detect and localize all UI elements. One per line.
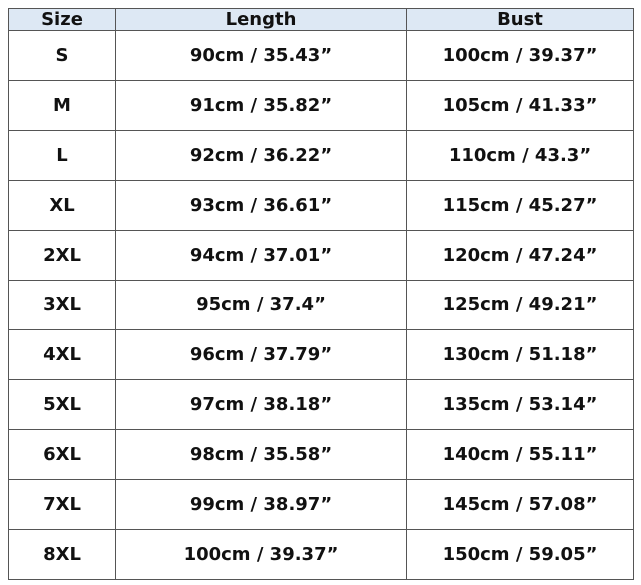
table-cell: 100cm / 39.37”	[406, 30, 634, 81]
header-row: Size Length Bust	[8, 8, 634, 31]
size-table: Size Length Bust S 90cm / 35.43” 100cm / 39.…	[8, 8, 634, 580]
table-cell: 6XL	[8, 429, 116, 481]
table-cell: 93cm / 36.61”	[115, 179, 407, 231]
table-row: S 90cm / 35.43” 100cm / 39.37”	[8, 30, 634, 81]
header-cell: Bust	[406, 8, 634, 31]
table-cell: 4XL	[8, 329, 116, 381]
table-cell: XL	[8, 179, 116, 231]
table-cell: 91cm / 35.82”	[115, 79, 407, 131]
table-row: 4XL 96cm / 37.79” 130cm / 51.18”	[8, 329, 634, 381]
table-row: 3XL 95cm / 37.4” 125cm / 49.21”	[8, 279, 634, 331]
table-cell: 130cm / 51.18”	[406, 329, 634, 381]
table-body: S 90cm / 35.43” 100cm / 39.37” M 91cm / 35.8…	[8, 30, 634, 580]
table-cell: 140cm / 55.11”	[406, 429, 634, 481]
table-cell: 7XL	[8, 479, 116, 531]
table-cell: M	[8, 79, 116, 131]
table-cell: 150cm / 59.05”	[406, 529, 634, 580]
table-cell: 105cm / 41.33”	[406, 79, 634, 131]
table-row: 6XL 98cm / 35.58” 140cm / 55.11”	[8, 429, 634, 481]
table-cell: 145cm / 57.08”	[406, 479, 634, 531]
table-cell: 120cm / 47.24”	[406, 229, 634, 281]
table-row: 5XL 97cm / 38.18” 135cm / 53.14”	[8, 379, 634, 431]
table-row: L 92cm / 36.22” 110cm / 43.3”	[8, 129, 634, 181]
table-cell: S	[8, 30, 116, 81]
table-row: 2XL 94cm / 37.01” 120cm / 47.24”	[8, 229, 634, 281]
table-row: 8XL 100cm / 39.37” 150cm / 59.05”	[8, 529, 634, 580]
table-cell: 110cm / 43.3”	[406, 129, 634, 181]
table-cell: 5XL	[8, 379, 116, 431]
table-row: M 91cm / 35.82” 105cm / 41.33”	[8, 79, 634, 131]
table-cell: 100cm / 39.37”	[115, 529, 407, 580]
table-cell: 95cm / 37.4”	[115, 279, 407, 331]
table-cell: 125cm / 49.21”	[406, 279, 634, 331]
table-cell: 115cm / 45.27”	[406, 179, 634, 231]
table-cell: 99cm / 38.97”	[115, 479, 407, 531]
table-cell: 90cm / 35.43”	[115, 30, 407, 81]
table-cell: 135cm / 53.14”	[406, 379, 634, 431]
table-cell: 8XL	[8, 529, 116, 580]
table-row: 7XL 99cm / 38.97” 145cm / 57.08”	[8, 479, 634, 531]
table-cell: 92cm / 36.22”	[115, 129, 407, 181]
header-cell: Size	[8, 8, 116, 31]
table-cell: 94cm / 37.01”	[115, 229, 407, 281]
table-row: XL 93cm / 36.61” 115cm / 45.27”	[8, 179, 634, 231]
header-cell: Length	[115, 8, 407, 31]
table-cell: L	[8, 129, 116, 181]
table-cell: 96cm / 37.79”	[115, 329, 407, 381]
table-cell: 2XL	[8, 229, 116, 281]
table-cell: 3XL	[8, 279, 116, 331]
table-cell: 98cm / 35.58”	[115, 429, 407, 481]
table-cell: 97cm / 38.18”	[115, 379, 407, 431]
